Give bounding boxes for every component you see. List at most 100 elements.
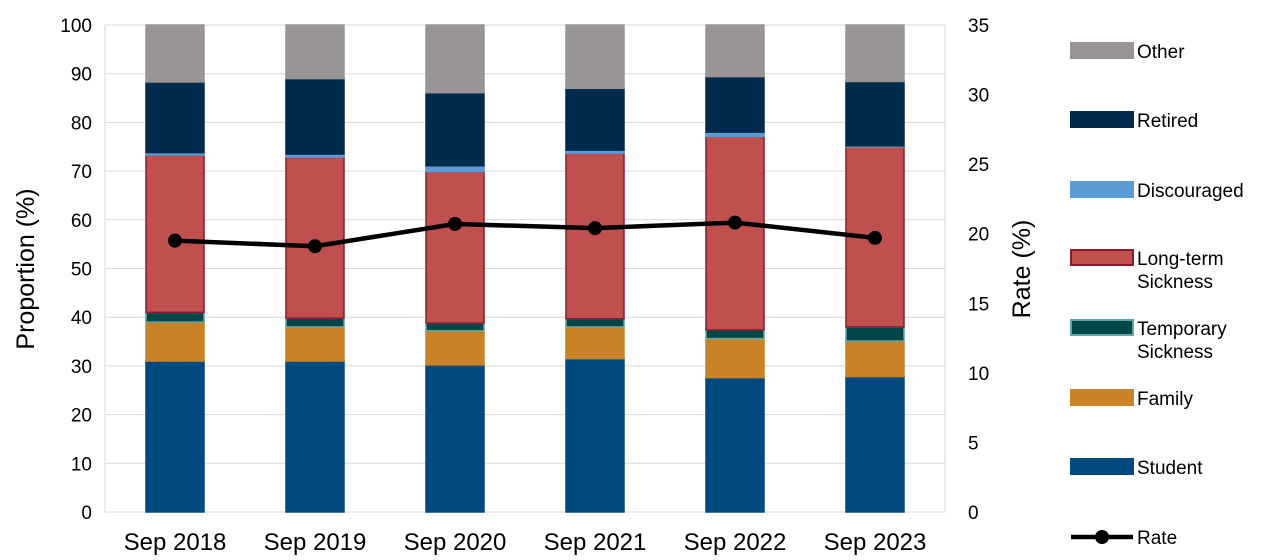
x-tick-label: Sep 2023 bbox=[824, 529, 927, 556]
legend-swatch bbox=[1070, 42, 1134, 59]
bar-segment-retired bbox=[565, 87, 625, 151]
y2-axis-title: Rate (%) bbox=[1008, 220, 1036, 319]
bar-segment-long-term-sickness bbox=[425, 170, 485, 324]
legend-swatch bbox=[1070, 389, 1134, 406]
y-tick-label: 90 bbox=[71, 65, 92, 86]
bar-segment-family bbox=[705, 337, 765, 379]
y2-tick-label: 0 bbox=[968, 503, 979, 524]
legend-item-retired: Retired bbox=[1070, 111, 1198, 132]
y2-tick-label: 30 bbox=[968, 86, 989, 107]
y-axis-title: Proportion (%) bbox=[12, 188, 40, 349]
y-tick-label: 80 bbox=[71, 113, 92, 134]
bar-segment-family bbox=[565, 326, 625, 360]
right-axis-ticks: 0 5 10 15 20 25 30 35 bbox=[968, 16, 989, 524]
legend-swatch bbox=[1070, 111, 1134, 128]
rate-line bbox=[168, 215, 882, 254]
y-tick-label: 70 bbox=[71, 162, 92, 183]
bar-segment-student bbox=[845, 375, 905, 513]
bar-segment-student bbox=[705, 376, 765, 513]
y2-tick-label: 15 bbox=[968, 294, 989, 315]
y-tick-label: 60 bbox=[71, 211, 92, 232]
x-tick-label: Sep 2018 bbox=[124, 529, 227, 556]
legend-swatch bbox=[1070, 458, 1134, 475]
legend-swatch bbox=[1070, 249, 1134, 266]
legend-item-other: Other bbox=[1070, 42, 1185, 63]
legend-label: Other bbox=[1137, 42, 1185, 63]
bar-segment-other bbox=[845, 24, 905, 83]
rate-point bbox=[728, 215, 742, 230]
bar-segment-student bbox=[425, 364, 485, 513]
y-tick-label: 40 bbox=[71, 308, 92, 329]
bar-segment-family bbox=[285, 326, 345, 362]
bar-segment-temporary-sickness bbox=[845, 326, 905, 342]
bar-stacks bbox=[145, 24, 905, 513]
x-tick-label: Sep 2019 bbox=[264, 529, 367, 556]
gridlines bbox=[104, 24, 946, 513]
bar-segment-long-term-sickness bbox=[565, 152, 625, 320]
bar-segment-other bbox=[565, 24, 625, 90]
legend-label: Retired bbox=[1137, 111, 1198, 132]
bar-segment-family bbox=[425, 330, 485, 366]
y-tick-label: 50 bbox=[71, 260, 92, 281]
legend-item-family: Family bbox=[1070, 389, 1193, 410]
y2-tick-label: 35 bbox=[968, 16, 989, 37]
left-axis-ticks: 0 10 20 30 40 50 60 70 80 90 100 bbox=[60, 16, 92, 524]
legend-item-temporary-sickness: Temporary Sickness bbox=[1070, 319, 1227, 363]
legend-item-rate: Rate bbox=[1071, 528, 1177, 549]
bar-segment-discouraged bbox=[425, 164, 485, 173]
legend: Other Retired Discouraged Long-term Sickness… bbox=[1070, 42, 1244, 549]
rate-point bbox=[588, 221, 602, 236]
legend-label: Discouraged bbox=[1137, 181, 1244, 202]
y2-tick-label: 5 bbox=[968, 433, 979, 454]
y-tick-label: 100 bbox=[60, 16, 92, 37]
rate-point bbox=[168, 233, 182, 248]
bar-segment-retired bbox=[705, 75, 765, 133]
bar-segment-student bbox=[565, 357, 625, 513]
bar-stack-sep-2021 bbox=[565, 24, 625, 513]
bar-segment-temporary-sickness bbox=[565, 317, 625, 328]
legend-label: Temporary Sickness bbox=[1137, 319, 1227, 363]
bar-stack-sep-2023 bbox=[845, 24, 905, 513]
legend-item-student: Student bbox=[1070, 458, 1203, 479]
bar-segment-temporary-sickness bbox=[425, 322, 485, 332]
bar-segment-temporary-sickness bbox=[705, 329, 765, 340]
legend-label: Student bbox=[1137, 458, 1203, 479]
x-tick-label: Sep 2022 bbox=[684, 529, 787, 556]
rate-line-path bbox=[174, 220, 876, 249]
bar-stack-sep-2020 bbox=[425, 24, 485, 513]
bar-segment-long-term-sickness bbox=[285, 156, 345, 319]
y2-tick-label: 10 bbox=[968, 364, 989, 385]
bar-segment-other bbox=[705, 24, 765, 78]
bar-segment-family bbox=[845, 340, 905, 378]
bar-segment-retired bbox=[285, 77, 345, 155]
bar-segment-student bbox=[145, 360, 205, 513]
bar-segment-other bbox=[285, 24, 345, 80]
x-tick-label: Sep 2021 bbox=[544, 529, 647, 556]
y-tick-label: 10 bbox=[71, 454, 92, 475]
legend-item-long-term-sickness: Long-term Sickness bbox=[1070, 249, 1224, 293]
legend-label: Rate bbox=[1137, 528, 1177, 549]
bar-segment-student bbox=[285, 360, 345, 513]
bar-segment-long-term-sickness bbox=[705, 135, 765, 331]
y2-tick-label: 20 bbox=[968, 225, 989, 246]
bar-segment-temporary-sickness bbox=[145, 311, 205, 323]
legend-label: Long-term Sickness bbox=[1137, 249, 1224, 293]
x-tick-label: Sep 2020 bbox=[404, 529, 507, 556]
legend-item-discouraged: Discouraged bbox=[1070, 181, 1244, 202]
y-tick-label: 0 bbox=[81, 503, 92, 524]
bar-stack-sep-2019 bbox=[285, 24, 345, 513]
legend-swatch bbox=[1070, 319, 1134, 336]
bar-segment-retired bbox=[425, 91, 485, 167]
rate-point bbox=[448, 216, 462, 231]
rate-point bbox=[868, 230, 882, 245]
bar-segment-other bbox=[145, 24, 205, 83]
bar-segment-retired bbox=[845, 80, 905, 147]
bar-stack-sep-2022 bbox=[705, 24, 765, 513]
bar-segment-other bbox=[425, 24, 485, 94]
bar-segment-temporary-sickness bbox=[285, 317, 345, 328]
legend-label: Family bbox=[1137, 389, 1193, 410]
y-tick-label: 20 bbox=[71, 406, 92, 427]
rate-point bbox=[308, 239, 322, 254]
y-tick-label: 30 bbox=[71, 357, 92, 378]
